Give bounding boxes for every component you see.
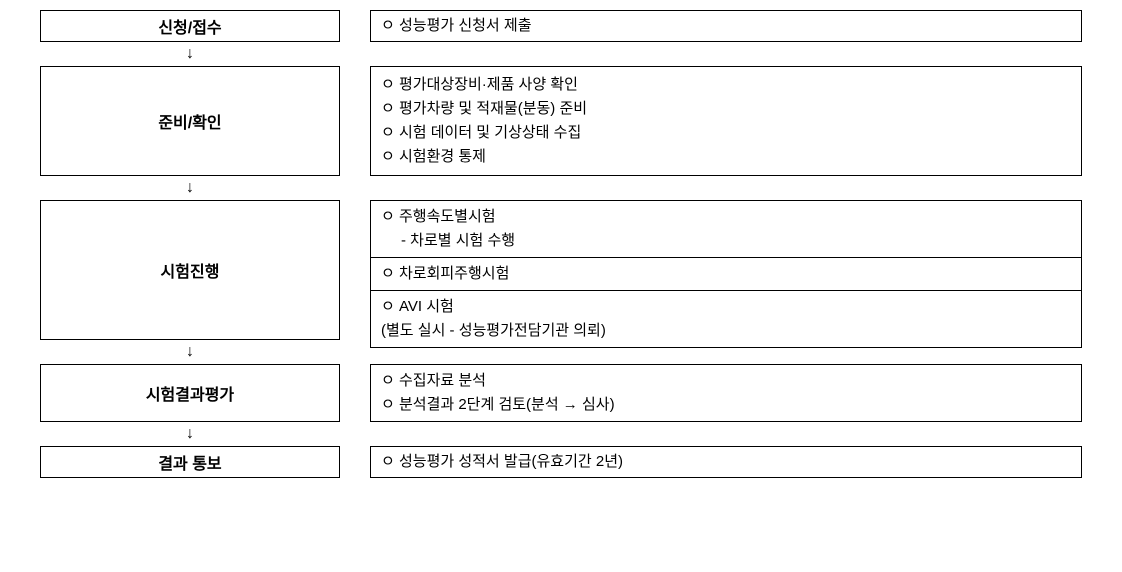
detail-box-3b: ㅇ 차로회피주행시험	[370, 258, 1082, 291]
step-box-3: 시험진행	[40, 200, 340, 340]
steps-column: 신청/접수 ↓ 준비/확인 ↓ 시험진행 ↓ 시험결과평가 ↓ 결과 통보	[40, 10, 340, 478]
spacer	[370, 340, 1082, 364]
detail-line: - 차로별 시험 수행	[381, 229, 1071, 253]
step-title: 결과 통보	[158, 450, 221, 474]
arrow-down-icon: ↓	[40, 42, 340, 66]
step-title: 시험진행	[161, 258, 220, 282]
step-box-1: 신청/접수	[40, 10, 340, 42]
detail-box-3a: ㅇ 주행속도별시험 - 차로별 시험 수행	[370, 200, 1082, 258]
step-box-5: 결과 통보	[40, 446, 340, 478]
step-title: 준비/확인	[158, 109, 221, 133]
detail-box-5: ㅇ 성능평가 성적서 발급(유효기간 2년)	[370, 446, 1082, 478]
arrow-down-icon: ↓	[40, 340, 340, 364]
detail-line: ㅇ 시험환경 통제	[381, 145, 1071, 169]
detail-line: ㅇ 분석결과 2단계 검토(분석 → 심사)	[381, 393, 1071, 417]
arrow-down-icon: ↓	[40, 176, 340, 200]
step-title: 시험결과평가	[146, 381, 234, 405]
detail-box-4: ㅇ 수집자료 분석 ㅇ 분석결과 2단계 검토(분석 → 심사)	[370, 364, 1082, 422]
spacer	[370, 42, 1082, 66]
detail-group-3: ㅇ 주행속도별시험 - 차로별 시험 수행 ㅇ 차로회피주행시험 ㅇ AVI 시…	[370, 200, 1082, 340]
detail-line: ㅇ 평가대상장비·제품 사양 확인	[381, 73, 1071, 97]
spacer	[370, 176, 1082, 200]
detail-line: ㅇ 시험 데이터 및 기상상태 수집	[381, 121, 1071, 145]
detail-line: ㅇ 평가차량 및 적재물(분동) 준비	[381, 97, 1071, 121]
detail-line: ㅇ 수집자료 분석	[381, 369, 1071, 393]
step-box-2: 준비/확인	[40, 66, 340, 176]
detail-line: ㅇ 차로회피주행시험	[381, 262, 509, 286]
spacer	[370, 422, 1082, 446]
arrow-down-icon: ↓	[40, 422, 340, 446]
detail-line: ㅇ 성능평가 신청서 제출	[381, 14, 532, 38]
detail-box-2: ㅇ 평가대상장비·제품 사양 확인 ㅇ 평가차량 및 적재물(분동) 준비 ㅇ …	[370, 66, 1082, 176]
step-title: 신청/접수	[158, 14, 221, 38]
details-column: ㅇ 성능평가 신청서 제출 ㅇ 평가대상장비·제품 사양 확인 ㅇ 평가차량 및…	[370, 10, 1082, 478]
detail-box-1: ㅇ 성능평가 신청서 제출	[370, 10, 1082, 42]
detail-line: ㅇ 주행속도별시험	[381, 205, 1071, 229]
detail-line: ㅇ AVI 시험	[381, 295, 1071, 319]
detail-line: ㅇ 성능평가 성적서 발급(유효기간 2년)	[381, 450, 623, 474]
flowchart-container: 신청/접수 ↓ 준비/확인 ↓ 시험진행 ↓ 시험결과평가 ↓ 결과 통보 ㅇ …	[40, 10, 1082, 478]
step-box-4: 시험결과평가	[40, 364, 340, 422]
